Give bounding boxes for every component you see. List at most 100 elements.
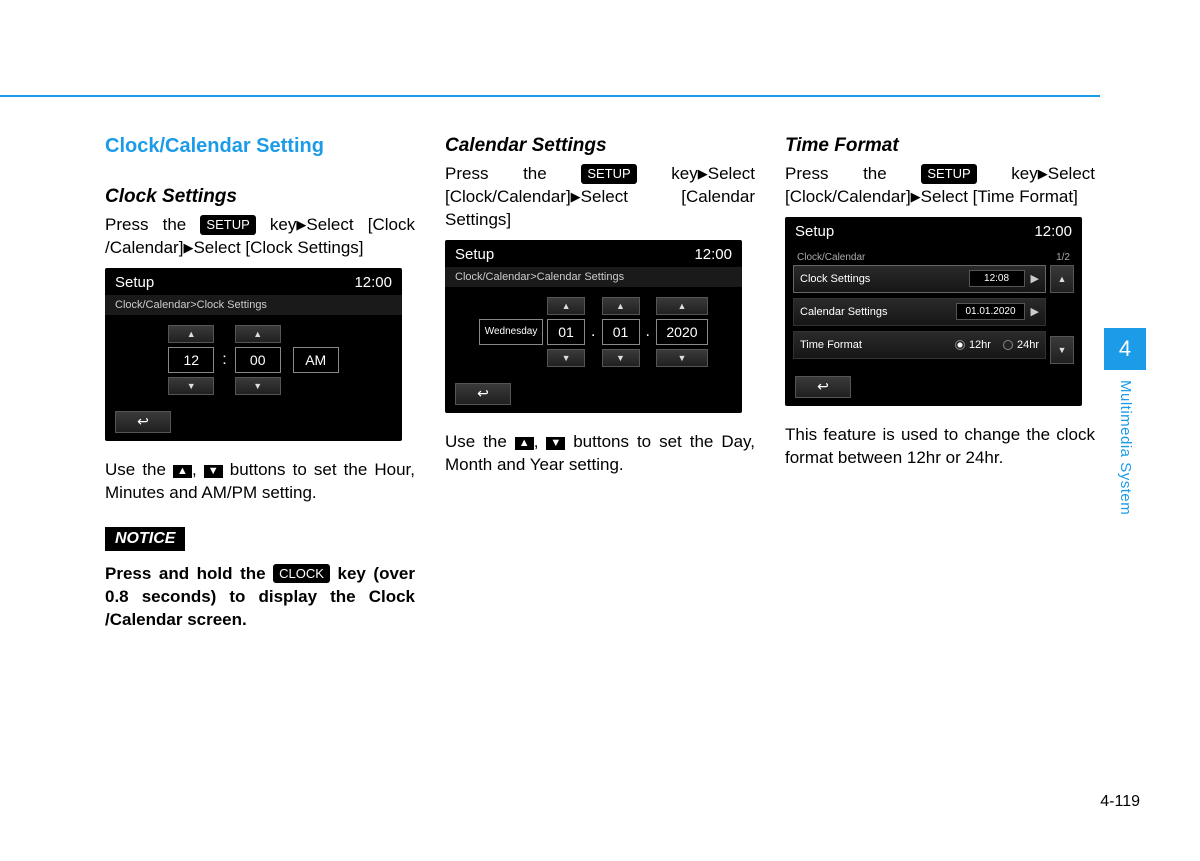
minute-spinner: ▲ 00 ▼	[235, 325, 281, 395]
minute-down-button[interactable]: ▼	[235, 377, 281, 395]
time-format-description: This feature is used to change the clock…	[785, 424, 1095, 470]
chapter-tab: 4	[1104, 328, 1146, 370]
time-colon: :	[220, 351, 228, 369]
text: key	[637, 164, 698, 183]
year-down-button[interactable]: ▼	[656, 349, 708, 367]
clock-settings-heading: Clock Settings	[105, 186, 415, 208]
row-label: Clock Settings	[800, 273, 969, 285]
hour-spinner: ▲ 12 ▼	[168, 325, 214, 395]
back-button[interactable]: ↩	[455, 383, 511, 405]
screen-breadcrumb: Clock/Calendar>Calendar Settings	[445, 267, 742, 287]
scroll-up-button[interactable]: ▲	[1050, 265, 1074, 293]
minute-value: 00	[235, 347, 281, 373]
calendar-settings-heading: Calendar Settings	[445, 135, 755, 157]
date-spinner-row: Wednesday ▲ 01 ▼ . ▲ 01 ▼ .	[479, 297, 708, 367]
hour-value: 12	[168, 347, 214, 373]
day-down-button[interactable]: ▼	[547, 349, 585, 367]
triangle-right-icon: ▶	[296, 216, 306, 234]
text: key	[256, 215, 297, 234]
year-value: 2020	[656, 319, 708, 345]
screen-title: Setup	[115, 274, 154, 291]
clock-settings-instruction: Press the SETUP key▶Select [Clock /Calen…	[105, 214, 415, 260]
time-format-row[interactable]: Time Format 12hr 24hr	[793, 331, 1046, 359]
sep: .	[589, 323, 597, 341]
screen-subheader: Clock/Calendar 1/2	[793, 250, 1074, 265]
month-spinner: ▲ 01 ▼	[602, 297, 640, 367]
scroll-down-button[interactable]: ▼	[1050, 336, 1074, 364]
clock-settings-usage: Use the ▲, ▼ buttons to set the Hour, Mi…	[105, 459, 415, 505]
time-format-instruction: Press the SETUP key▶Select [Clock/Calend…	[785, 163, 1095, 209]
setup-key: SETUP	[581, 164, 636, 184]
time-format-heading: Time Format	[785, 135, 1095, 157]
month-down-button[interactable]: ▼	[602, 349, 640, 367]
day-up-button[interactable]: ▲	[547, 297, 585, 315]
screen-clock: 12:00	[354, 274, 392, 291]
hour-down-button[interactable]: ▼	[168, 377, 214, 395]
text: Select [Clock Settings]	[193, 238, 363, 257]
year-spinner: ▲ 2020 ▼	[656, 297, 708, 367]
text: key	[977, 164, 1038, 183]
settings-list: Clock Settings 12:08 ▶ Calendar Settings…	[793, 265, 1046, 364]
section-title: Clock/Calendar Setting	[105, 135, 415, 158]
screen-clock: 12:00	[1034, 223, 1072, 240]
year-up-button[interactable]: ▲	[656, 297, 708, 315]
text: Use the	[105, 460, 173, 479]
weekday-value: Wednesday	[479, 319, 543, 345]
crumb: Clock/Calendar	[797, 252, 865, 263]
ampm-value: AM	[293, 347, 339, 373]
scroll-buttons: ▲ ▼	[1050, 265, 1074, 364]
row-value: 01.01.2020	[956, 303, 1024, 320]
setup-key: SETUP	[921, 164, 976, 184]
triangle-up-icon: ▲	[515, 437, 534, 450]
column-time-format: Time Format Press the SETUP key▶Select […	[785, 135, 1095, 632]
setup-key: SETUP	[200, 215, 255, 235]
screen-header: Setup 12:00	[785, 217, 1082, 244]
ampm-spinner: AM	[293, 325, 339, 395]
screen-header: Setup 12:00	[105, 268, 402, 295]
month-value: 01	[602, 319, 640, 345]
month-up-button[interactable]: ▲	[602, 297, 640, 315]
weekday-col: Wednesday	[479, 297, 543, 367]
triangle-right-icon: ▶	[1038, 165, 1048, 183]
radio-24hr[interactable]	[1003, 340, 1013, 350]
screen-title: Setup	[795, 223, 834, 240]
hour-up-button[interactable]: ▲	[168, 325, 214, 343]
calendar-settings-usage: Use the ▲, ▼ buttons to set the Day, Mon…	[445, 431, 755, 477]
triangle-down-icon: ▼	[546, 437, 565, 450]
back-button[interactable]: ↩	[115, 411, 171, 433]
text: Press the	[445, 164, 581, 183]
clock-settings-screen: Setup 12:00 Clock/Calendar>Clock Setting…	[105, 268, 402, 441]
row-label: Time Format	[800, 339, 951, 351]
notice-body: Press and hold the CLOCK key (over 0.8 s…	[105, 563, 415, 632]
triangle-up-icon: ▲	[173, 465, 192, 478]
day-value: 01	[547, 319, 585, 345]
triangle-right-icon: ▶	[183, 239, 193, 257]
screen-title: Setup	[455, 246, 494, 263]
text: Press and hold the	[105, 564, 273, 583]
row-value: 12:08	[969, 270, 1025, 287]
text: Select [Time Format]	[921, 187, 1078, 206]
calendar-settings-instruction: Press the SETUP key▶Select [Clock/Calend…	[445, 163, 755, 232]
back-button[interactable]: ↩	[795, 376, 851, 398]
screen-clock: 12:00	[694, 246, 732, 263]
notice-label: NOTICE	[105, 527, 185, 551]
time-format-screen: Setup 12:00 Clock/Calendar 1/2 Clock Set…	[785, 217, 1082, 406]
text: Use the	[445, 432, 515, 451]
time-spinner-row: ▲ 12 ▼ : ▲ 00 ▼ AM	[168, 325, 338, 395]
screen-body: ▲ 12 ▼ : ▲ 00 ▼ AM	[105, 315, 402, 405]
minute-up-button[interactable]: ▲	[235, 325, 281, 343]
screen-body: Wednesday ▲ 01 ▼ . ▲ 01 ▼ .	[445, 287, 742, 377]
screen-body: Clock/Calendar 1/2 Clock Settings 12:08 …	[785, 244, 1082, 370]
column-clock-settings: Clock/Calendar Setting Clock Settings Pr…	[105, 135, 415, 632]
chapter-number: 4	[1119, 336, 1131, 362]
page-number: 4-119	[1100, 793, 1140, 811]
text: Press the	[785, 164, 921, 183]
opt-24hr: 24hr	[1017, 339, 1039, 351]
clock-settings-row[interactable]: Clock Settings 12:08 ▶	[793, 265, 1046, 293]
row-label: Calendar Settings	[800, 306, 956, 318]
triangle-right-icon: ▶	[571, 188, 581, 206]
calendar-settings-row[interactable]: Calendar Settings 01.01.2020 ▶	[793, 298, 1046, 326]
radio-12hr[interactable]	[955, 340, 965, 350]
top-rule	[0, 95, 1100, 97]
triangle-down-icon: ▼	[204, 465, 223, 478]
